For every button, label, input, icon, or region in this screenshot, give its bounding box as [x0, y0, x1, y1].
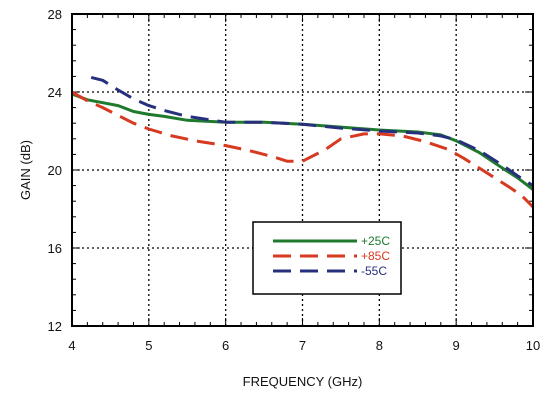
x-tick-label: 9 — [453, 338, 460, 353]
x-tick-label: 6 — [222, 338, 229, 353]
legend-label-1: +85C — [361, 249, 390, 263]
y-tick-label: 16 — [48, 241, 62, 256]
x-axis-label: FREQUENCY (GHz) — [243, 374, 363, 389]
x-tick-label: 7 — [299, 338, 306, 353]
legend-label-2: -55C — [361, 264, 387, 278]
legend: +25C+85C-55C — [252, 221, 402, 295]
tick-labels: 4 5 6 7 8 9 10 12 16 20 24 28 — [48, 7, 541, 353]
series-line-2 — [90, 75, 534, 187]
x-tick-label: 10 — [526, 338, 540, 353]
y-tick-label: 24 — [48, 85, 62, 100]
series-line-1 — [71, 90, 535, 209]
legend-label-0: +25C — [361, 234, 390, 248]
x-tick-label: 8 — [376, 338, 383, 353]
y-tick-label: 20 — [48, 163, 62, 178]
y-tick-label: 28 — [48, 7, 62, 22]
plot-frame — [71, 13, 534, 327]
x-tick-label: 5 — [145, 338, 152, 353]
legend-box — [252, 221, 402, 295]
x-tick-label: 4 — [68, 338, 75, 353]
y-tick-label: 12 — [48, 319, 62, 334]
series-lines — [71, 75, 535, 209]
y-axis-label: GAIN (dB) — [18, 140, 33, 200]
